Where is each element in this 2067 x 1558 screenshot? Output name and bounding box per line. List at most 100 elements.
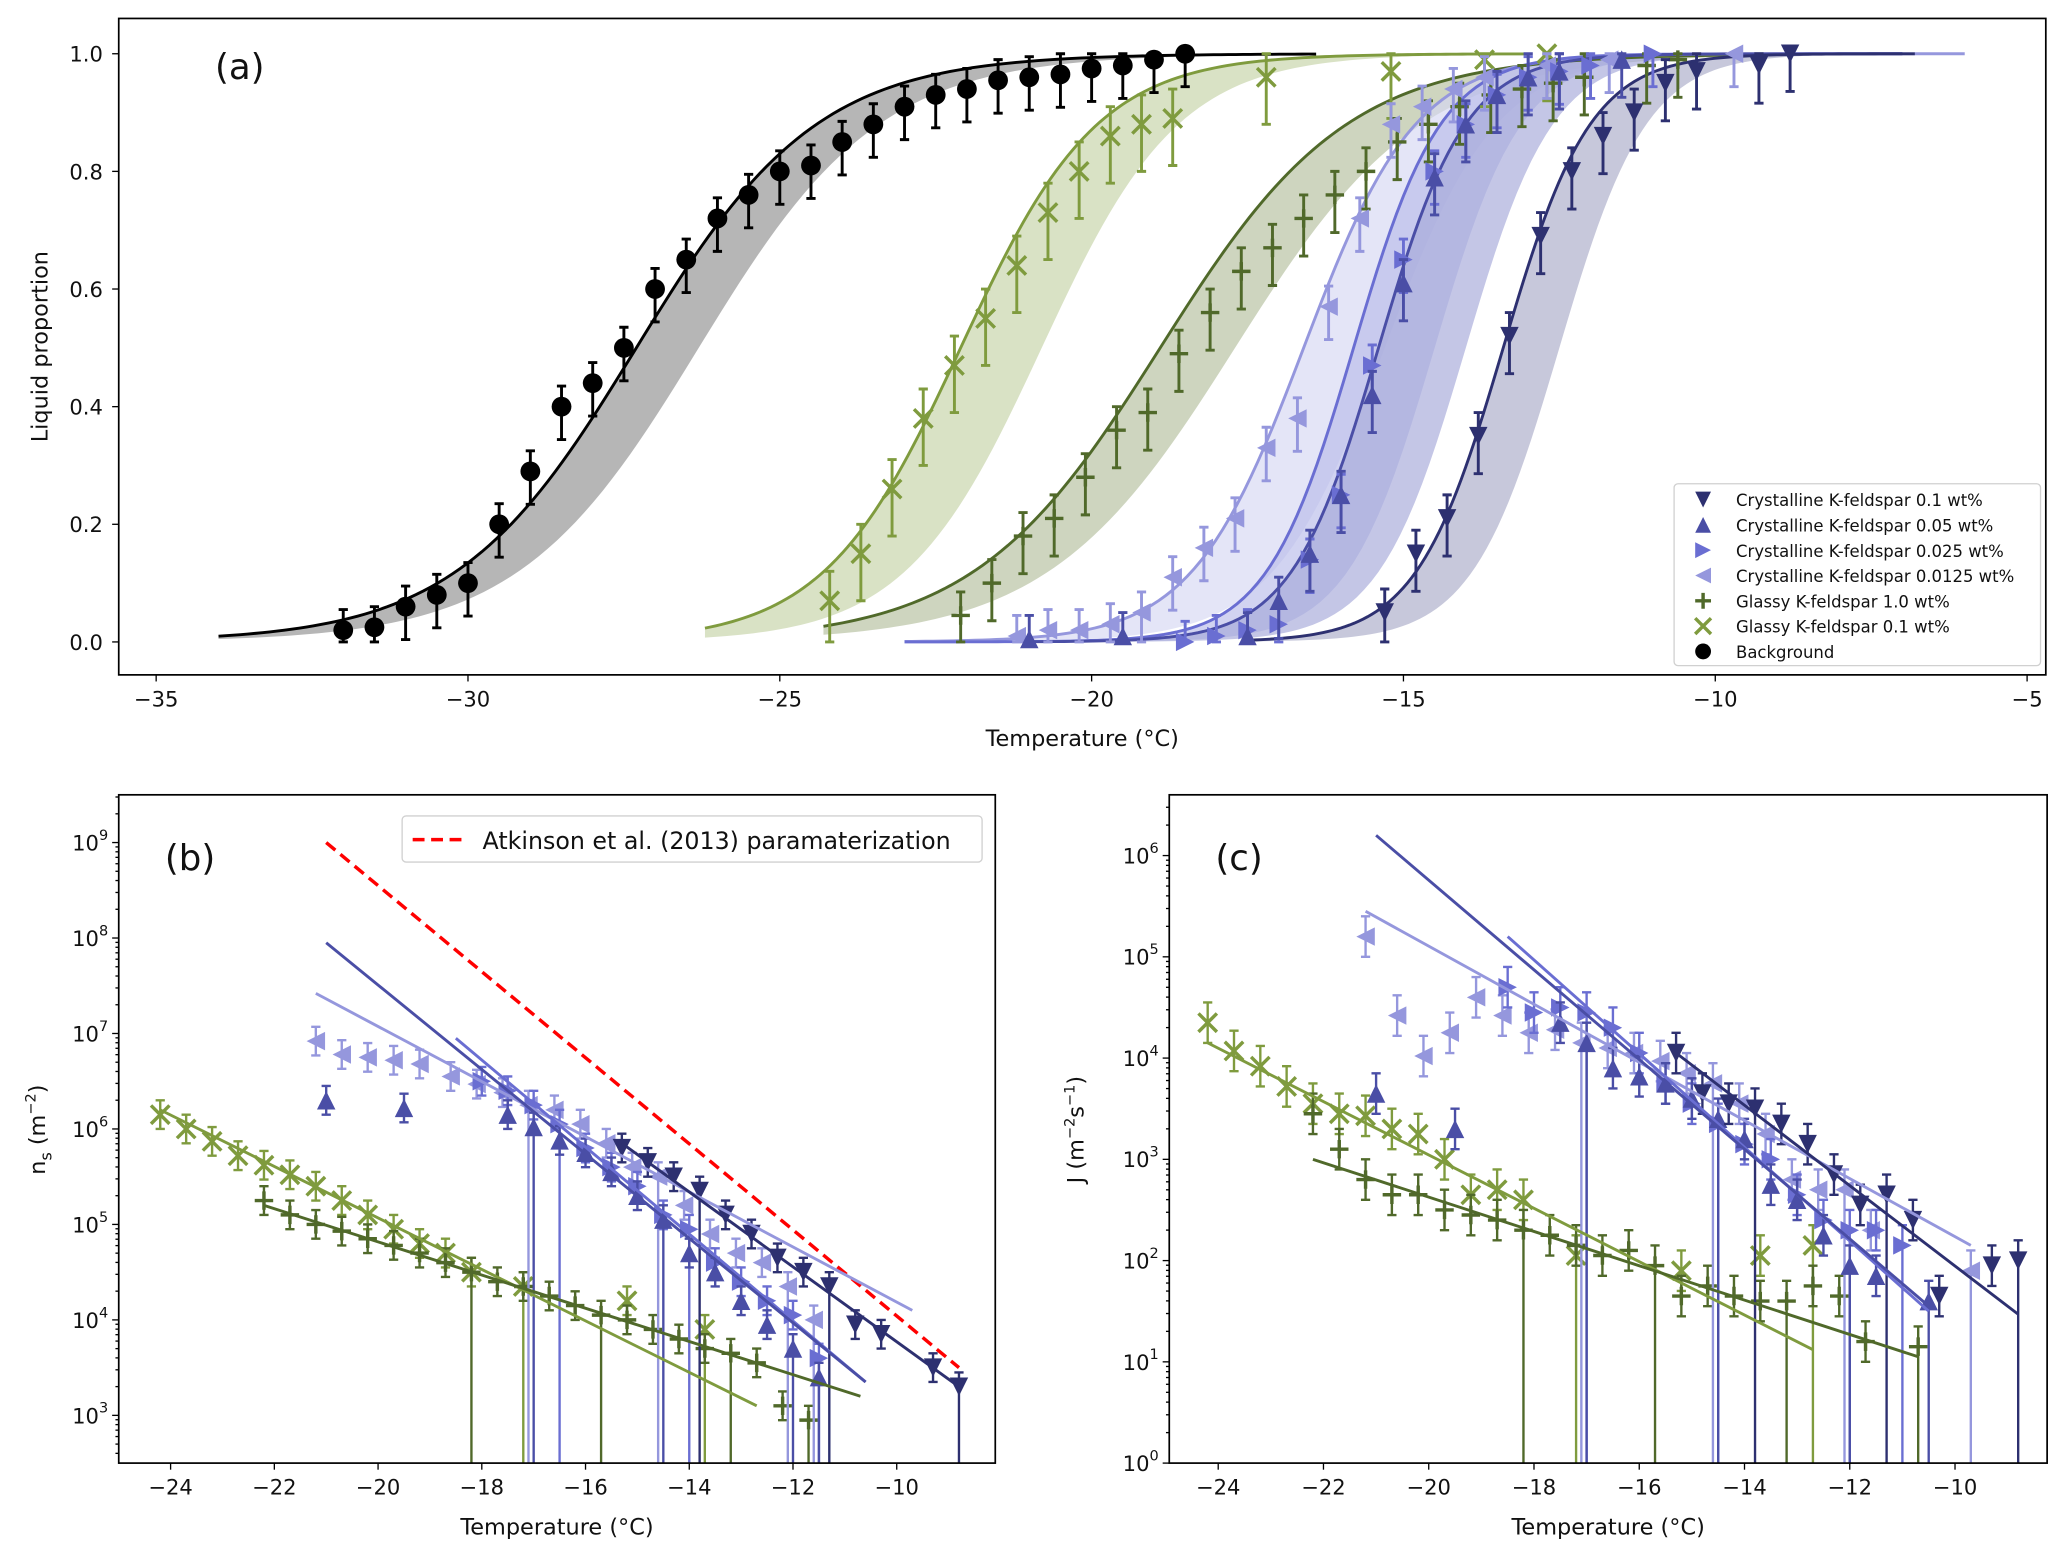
y-tick-label: 0.4 (69, 395, 103, 420)
triangle-up-marker (1695, 516, 1712, 533)
circle-marker (1695, 643, 1712, 660)
plus-marker (1830, 1286, 1849, 1306)
triangle-left-marker (1475, 68, 1494, 87)
triangle-up-marker (1331, 485, 1351, 505)
circle-marker (489, 514, 510, 535)
triangle-down-marker (1469, 426, 1488, 446)
y-axis-label-a: Liquid proportion (28, 251, 54, 442)
triangle-left-marker (1132, 603, 1151, 622)
circle-marker (364, 617, 385, 638)
legend-label: Background (1736, 643, 1834, 662)
circle-marker (1019, 67, 1040, 88)
x-axis-label-a: Temperature (°C) (985, 726, 1179, 752)
y-tick-label: 0.8 (69, 159, 103, 184)
triangle-down-marker (1693, 1084, 1712, 1103)
y-tick-label: 1.0 (69, 42, 103, 67)
axes-frame-c (1168, 793, 2048, 1464)
x-tick-label: −10 (1693, 687, 1737, 712)
triangle-up-marker (1551, 1013, 1570, 1032)
cross-marker (1693, 616, 1713, 636)
circle-marker (582, 373, 603, 394)
triangle-right-marker (1207, 626, 1226, 646)
triangle-up-marker (1866, 1266, 1886, 1286)
triangle-left-marker (1961, 1261, 1981, 1280)
y-tick-label: 103 (1123, 1145, 1159, 1173)
triangle-right-marker (1643, 44, 1663, 63)
triangle-up-marker (1518, 68, 1538, 87)
y-tick-label: 106 (72, 1114, 108, 1142)
triangle-down-marker (1624, 103, 1644, 122)
triangle-right-marker (1577, 1003, 1596, 1022)
triangle-right-marker (1498, 977, 1517, 997)
plus-marker (1044, 509, 1064, 528)
error-bar (695, 1175, 705, 1464)
circle-marker (925, 85, 946, 105)
cross-marker (1197, 1012, 1219, 1034)
circle-marker (426, 584, 447, 605)
plus-marker (1803, 1276, 1823, 1296)
plus-marker (1294, 209, 1313, 228)
triangle-up-marker (783, 1339, 803, 1358)
triangle-left-marker (358, 1048, 377, 1067)
cross-marker (975, 307, 997, 329)
triangle-down-marker (1695, 491, 1712, 508)
triangle-up-marker (1487, 85, 1507, 105)
circle-marker (707, 208, 728, 229)
triangle-left-marker (1493, 1006, 1512, 1025)
x-tick-label: −22 (1301, 1475, 1345, 1500)
error-bar (1417, 84, 1427, 142)
triangle-down-marker (1562, 162, 1582, 181)
legend-label: Glassy K-feldspar 0.1 wt% (1736, 618, 1950, 637)
cross-marker (819, 590, 841, 612)
series-c025 (472, 1065, 829, 1464)
legend-label: Crystalline K-feldspar 0.1 wt% (1736, 491, 1983, 510)
series-bg (333, 43, 1196, 644)
triangle-left-marker (1257, 438, 1276, 458)
triangle-up-marker (1238, 626, 1257, 646)
triangle-right-marker (1866, 1220, 1886, 1240)
y-label-part: −2 (24, 1093, 40, 1114)
triangle-up-marker (1425, 168, 1444, 187)
plus-marker (1908, 1337, 1928, 1356)
y-label-part: J (m (1064, 1139, 1090, 1185)
circle-marker (1175, 43, 1196, 64)
cross-marker (1131, 113, 1152, 135)
triangle-up-marker (1603, 1058, 1623, 1078)
triangle-up-marker (1269, 591, 1288, 610)
y-tick-label: 104 (72, 1305, 108, 1333)
fit-line-c05 (1375, 834, 1930, 1308)
legend-box (401, 815, 983, 863)
y-label-part: −2 (1062, 1118, 1078, 1139)
plus-marker (1200, 303, 1220, 322)
triangle-left-marker (1007, 626, 1027, 646)
error-bar (554, 1108, 565, 1464)
plus-marker (1330, 1139, 1349, 1159)
y-tick-label: 105 (72, 1210, 108, 1238)
fit-line-c025 (1506, 935, 1930, 1313)
x-tick-label: −14 (1722, 1475, 1766, 1500)
circle-marker (614, 337, 634, 358)
triangle-left-marker (1414, 1046, 1433, 1066)
cross-marker (175, 1118, 197, 1140)
fit-line-c1 (1675, 1051, 2020, 1316)
x-tick-label: −20 (1069, 687, 1113, 712)
error-bar (658, 1204, 668, 1464)
triangle-left-marker (1381, 115, 1401, 134)
triangle-left-marker (1387, 1006, 1407, 1025)
triangle-up-marker (1113, 626, 1133, 646)
uncertainty-band-c05 (1029, 53, 1903, 642)
triangle-up-marker (1394, 273, 1413, 293)
error-bar (1713, 1097, 1723, 1464)
triangle-left-marker (1808, 1180, 1828, 1199)
triangle-left-marker (1412, 97, 1432, 116)
y-tick-label: 0.0 (69, 630, 103, 655)
y-tick-label: 100 (1123, 1448, 1159, 1476)
triangle-down-marker (1719, 1094, 1738, 1113)
x-tick-label: −10 (1933, 1475, 1977, 1500)
x-axis-label-c: Temperature (°C) (1511, 1514, 1705, 1540)
circle-marker (458, 573, 478, 593)
fit-line-g10 (263, 1203, 861, 1398)
triangle-right-marker (1695, 542, 1712, 559)
error-bar (825, 569, 835, 644)
error-bar (1012, 234, 1022, 314)
